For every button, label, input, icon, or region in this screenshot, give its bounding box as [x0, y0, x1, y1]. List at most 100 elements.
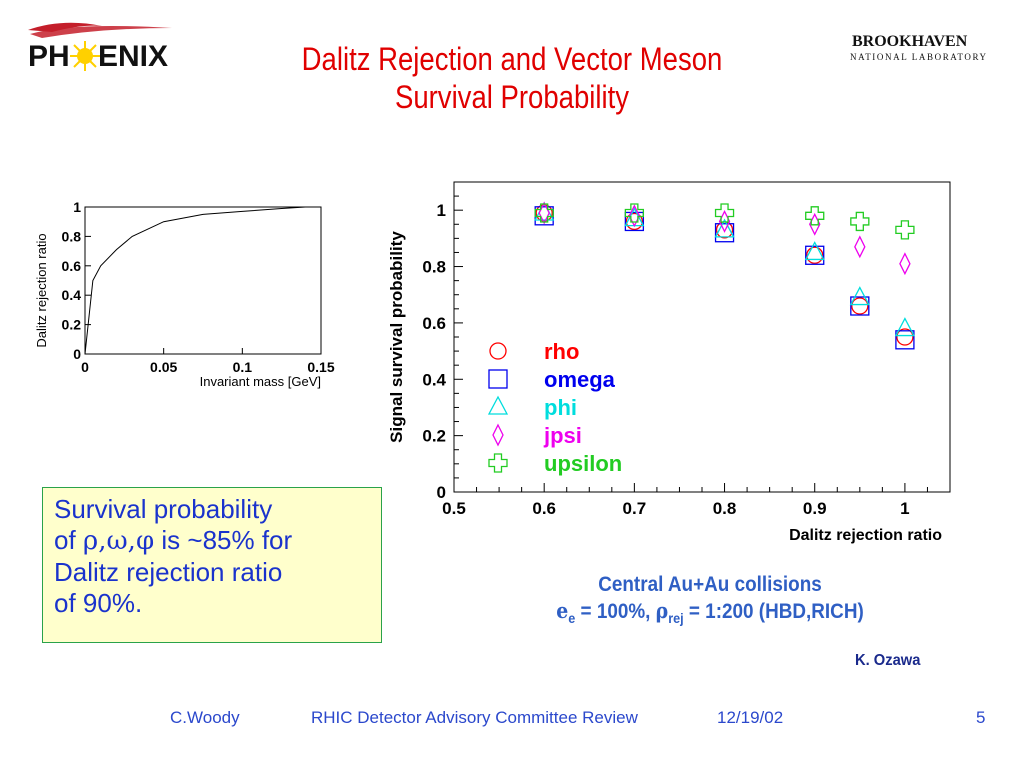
x-tick-label: 0.5	[442, 499, 466, 518]
x-axis-label: Invariant mass [GeV]	[200, 374, 321, 389]
jpsi-point	[854, 235, 866, 259]
y-axis-label: Dalitz rejection ratio	[34, 233, 49, 347]
legend-marker-jpsi	[492, 423, 504, 447]
x-tick-label: 1	[900, 499, 909, 518]
upsilon-point	[895, 220, 915, 240]
y-tick-label: 0.6	[62, 258, 82, 274]
summary-note-text: Survival probability of ρ,ω,φ is ~85% fo…	[54, 494, 374, 619]
caption-line-1: Central Au+Au collisions	[598, 573, 822, 596]
logo-text-ph: PH	[28, 40, 70, 73]
phi-point	[804, 241, 825, 261]
legend-marker-phi	[487, 395, 509, 415]
phi-point	[714, 218, 735, 238]
x-axis-label: Dalitz rejection ratio	[789, 527, 942, 544]
footer-page-number: 5	[976, 708, 986, 727]
upsilon-point	[805, 206, 825, 226]
legend-label-rho: rho	[544, 339, 579, 364]
note-greek-symbols: ρ,ω,φ	[82, 526, 155, 556]
note-line-3: Dalitz rejection ratio	[54, 557, 283, 587]
legend-label-jpsi: jpsi	[543, 423, 582, 448]
x-tick-label: 0.9	[803, 499, 827, 518]
x-tick-label: 0	[81, 359, 89, 375]
y-tick-label: 0.8	[62, 228, 82, 244]
rho-value: = 1:200 (HBD,RICH)	[683, 600, 864, 623]
footer-event: RHIC Detector Advisory Committee Review	[311, 708, 638, 727]
x-tick-label: 0.7	[623, 499, 647, 518]
rho-subscript: rej	[668, 610, 684, 627]
plot-frame	[84, 206, 322, 355]
upsilon-point	[714, 203, 735, 223]
ee-value: = 100%,	[575, 600, 656, 623]
series-rho	[535, 204, 914, 346]
y-axis-label: Signal survival probability	[387, 231, 406, 443]
footer-date: 12/19/02	[717, 708, 784, 727]
brookhaven-name: BROOKHAVEN	[852, 33, 968, 50]
rho-point	[625, 212, 644, 231]
omega-point	[624, 211, 645, 232]
x-tick-label: 0.1	[233, 359, 253, 375]
dalitz-rejection-chart: 0 0.05 0.1 0.15 0 0.2 0.4 0.6 0.8 1 Invariant mass…	[28, 195, 358, 405]
brookhaven-logo: BROOKHAVEN NATIONAL LABORATORY	[846, 22, 1004, 68]
logo-text-enix: ENIX	[98, 40, 168, 73]
footer-author: C.Woody	[170, 708, 240, 727]
slide-footer: C.Woody RHIC Detector Advisory Committee…	[0, 708, 1024, 732]
ee-subscript: e	[568, 610, 576, 627]
omega-point	[895, 330, 915, 350]
summary-note-box: Survival probability of ρ,ω,φ is ~85% fo…	[42, 487, 382, 643]
y-tick-label: 0.4	[62, 287, 82, 303]
title-line-1: Dalitz Rejection and Vector Meson	[301, 41, 723, 77]
y-tick-label: 0.8	[422, 258, 446, 277]
upsilon-point	[850, 211, 870, 232]
note-line-2-suffix: is ~85% for	[154, 525, 293, 555]
note-line-2-prefix: of	[54, 525, 83, 555]
caption-line-2: ee = 100%, ρrej = 1:200 (HBD,RICH)	[494, 598, 926, 631]
note-line-1: Survival probability	[54, 494, 273, 524]
chart-caption: Central Au+Au collisions ee = 100%, ρrej…	[494, 572, 926, 631]
legend-marker-omega	[488, 369, 508, 389]
phi-point	[849, 286, 870, 306]
rho-point	[896, 328, 914, 346]
y-tick-label: 1	[437, 201, 446, 220]
x-tick-label: 0.15	[307, 359, 334, 375]
national-laboratory-text: NATIONAL LABORATORY	[850, 52, 988, 62]
series-upsilon	[534, 203, 915, 240]
series-omega	[534, 206, 915, 350]
y-tick-label: 1	[73, 199, 81, 215]
omega-point	[714, 223, 735, 243]
phenix-logo: PH ENIX	[22, 16, 187, 82]
x-tick-label: 0.6	[532, 499, 556, 518]
rho-point	[806, 246, 824, 264]
legend-marker-upsilon	[488, 453, 508, 473]
note-line-4: of 90%.	[54, 588, 143, 618]
jpsi-point	[899, 252, 911, 276]
series-phi	[534, 201, 915, 337]
legend-label-omega: omega	[544, 367, 616, 392]
author-credit: K. Ozawa	[855, 652, 921, 669]
rho-point	[851, 297, 869, 315]
legend-marker-rho	[489, 342, 507, 360]
survival-probability-chart: 0.5 0.6 0.7 0.8 0.9 1 0 0.2 0.4 0.6 0.8 1 Dalitz rej…	[378, 170, 958, 555]
title-line-2: Survival Probability	[394, 79, 630, 115]
x-tick-label: 0.8	[713, 499, 737, 518]
y-tick-label: 0.2	[62, 317, 82, 333]
omega-point	[850, 296, 870, 316]
ee-symbol: e	[556, 598, 569, 623]
x-tick-label: 0.05	[150, 359, 177, 375]
legend-label-upsilon: upsilon	[544, 451, 622, 476]
y-tick-label: 0.6	[422, 314, 446, 333]
legend-label-phi: phi	[544, 395, 577, 420]
note-line-2: of ρ,ω,φ is ~85% for	[54, 525, 374, 557]
y-tick-label: 0.4	[422, 370, 446, 389]
rho-symbol: ρ	[655, 598, 669, 623]
phi-point	[894, 317, 915, 337]
rho-point	[535, 204, 553, 222]
omega-point	[805, 245, 825, 265]
y-tick-label: 0	[73, 346, 81, 362]
upsilon-point	[534, 203, 554, 223]
rejection-curve	[84, 206, 306, 355]
jpsi-point	[628, 204, 641, 228]
slide-title: Dalitz Rejection and Vector Meson Surviv…	[244, 40, 781, 116]
y-tick-label: 0.2	[422, 427, 446, 446]
upsilon-point	[624, 203, 645, 223]
plot-frame	[453, 181, 951, 493]
